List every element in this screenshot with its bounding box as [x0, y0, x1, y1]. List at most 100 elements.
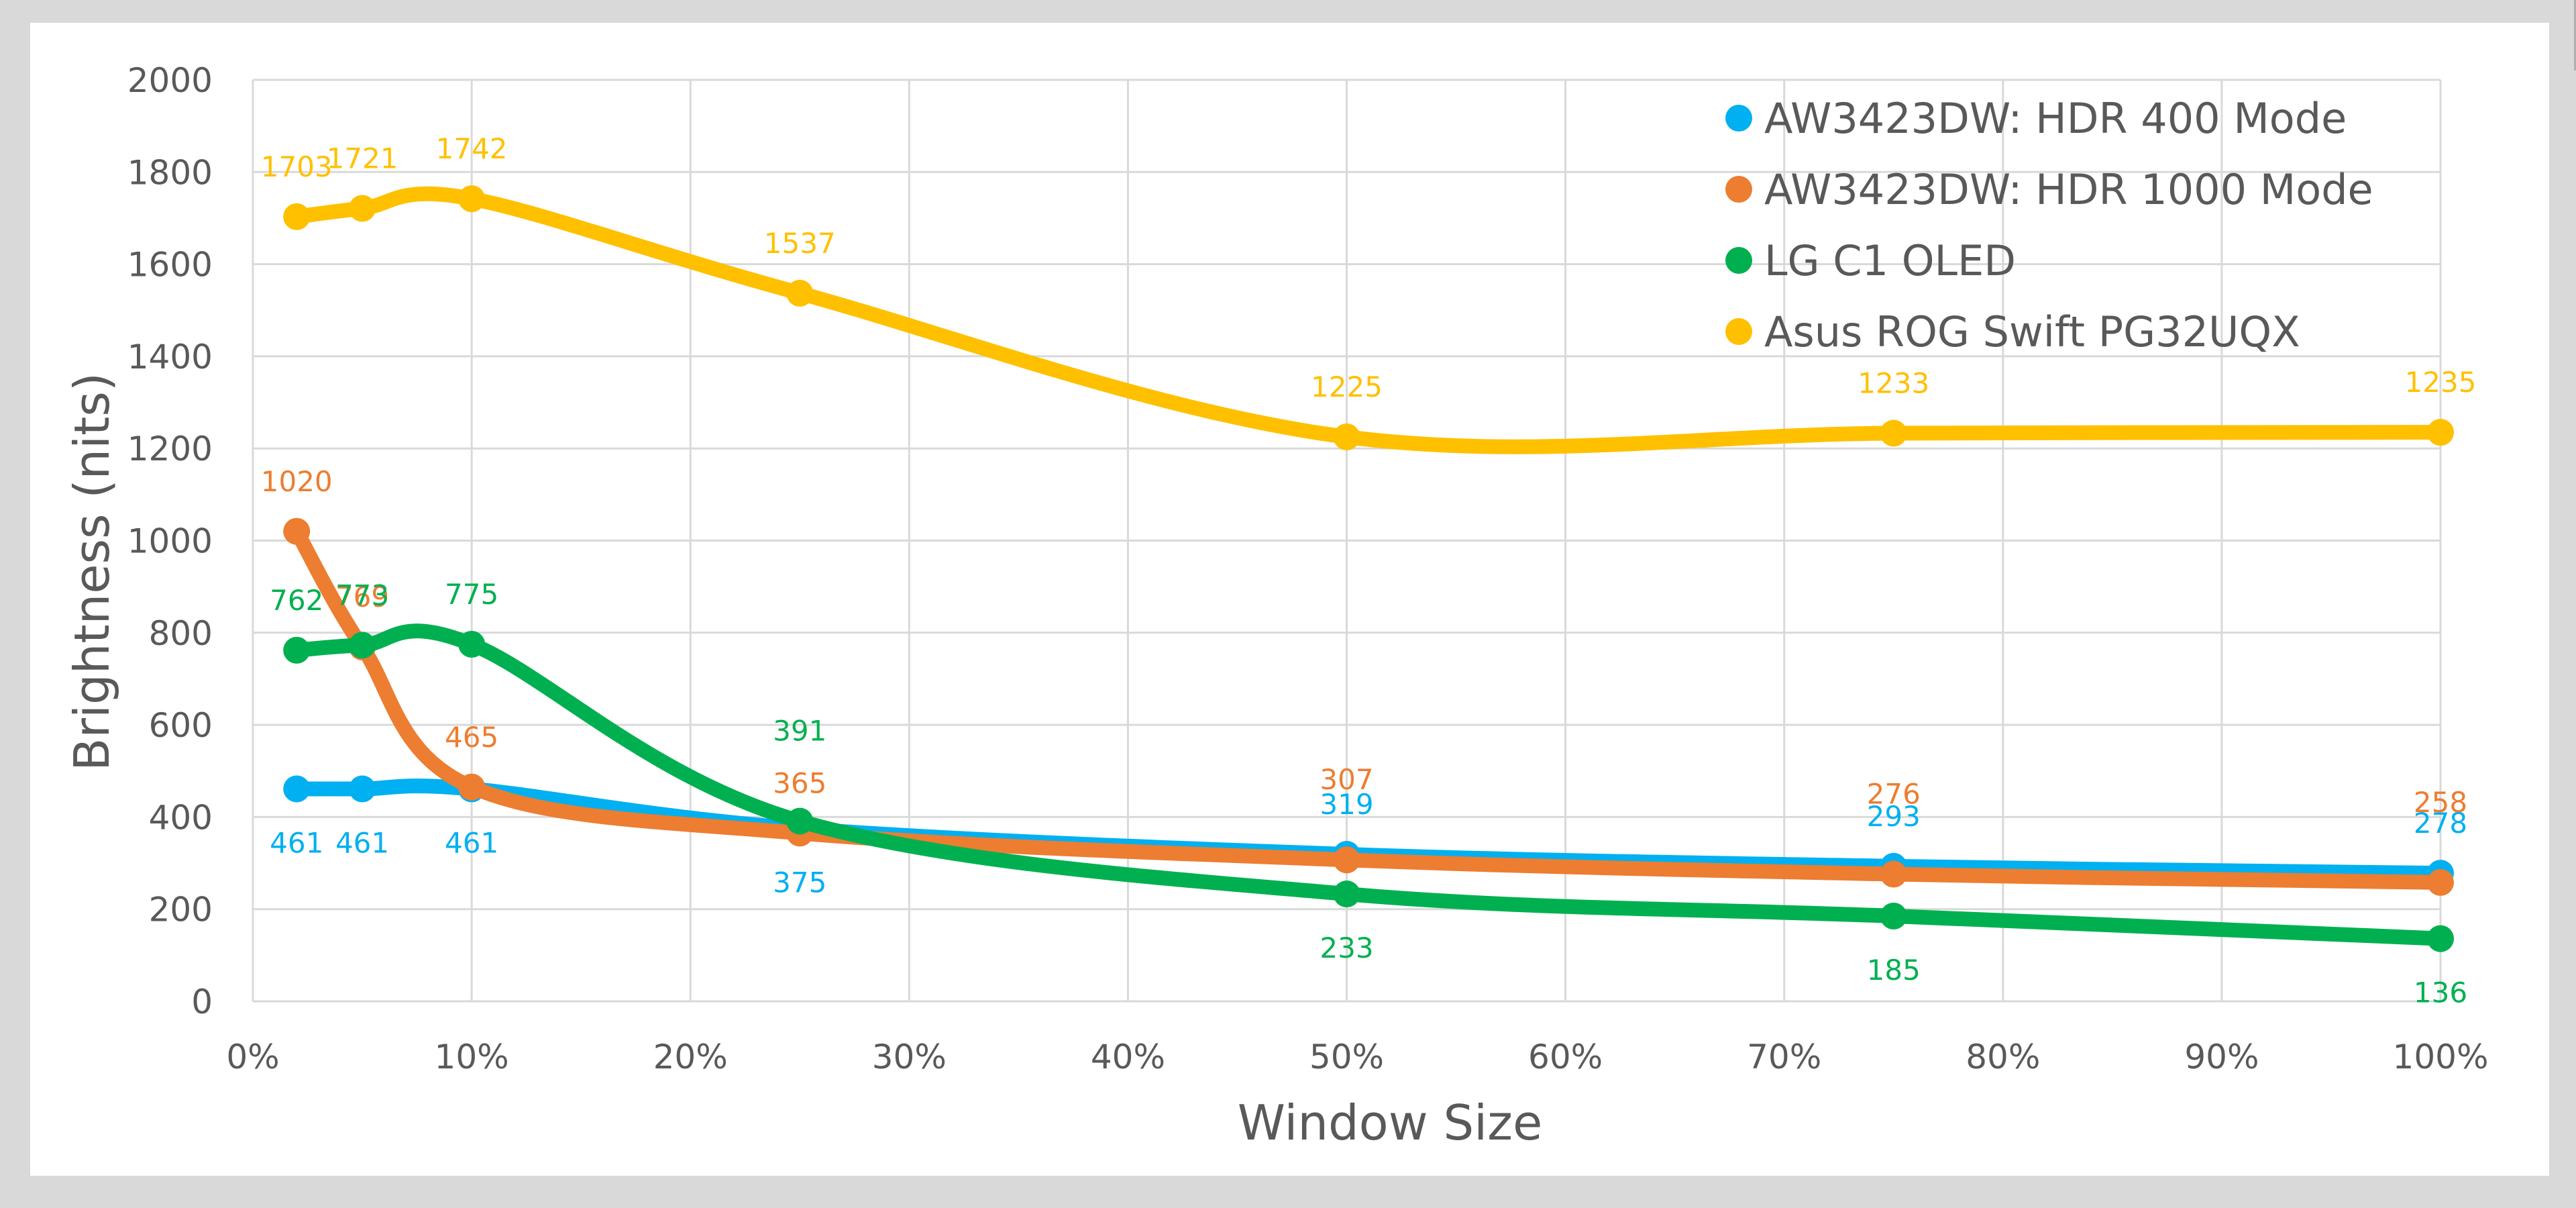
data-point: [458, 630, 486, 658]
data-point: [786, 279, 814, 307]
series-lines: [283, 185, 2454, 952]
y-tick-label: 400: [149, 798, 213, 837]
data-point: [458, 773, 486, 801]
data-point: [2427, 419, 2454, 446]
series-line: [289, 186, 2448, 454]
legend-marker-icon: [1725, 318, 1752, 345]
legend-label: Asus ROG Swift PG32UQX: [1764, 307, 2300, 356]
series-lg-c1-oled: [283, 623, 2454, 952]
legend-marker-icon: [1725, 247, 1752, 274]
data-label: 136: [2414, 976, 2467, 1009]
data-point: [349, 775, 376, 803]
data-point: [2427, 868, 2454, 896]
x-axis-title: Window Size: [1238, 1095, 1543, 1151]
data-label: 1721: [327, 142, 398, 175]
data-label: 1020: [261, 465, 333, 498]
y-tick-label: 1200: [127, 430, 213, 468]
x-tick-label: 0%: [226, 1038, 279, 1076]
x-tick-label: 100%: [2393, 1038, 2489, 1076]
y-axis-ticks: 0 200 400 600 800 1000 1200 1400 1600 1800 2000: [127, 61, 213, 1021]
y-tick-label: 1600: [127, 246, 213, 285]
data-labels: 461 461 461 375 319 293 278 1020 769 465 365 307 276…: [261, 132, 2477, 1009]
y-tick-label: 2000: [127, 61, 213, 100]
data-label: 293: [1867, 800, 1921, 833]
data-point: [1333, 880, 1360, 908]
data-label: 1225: [1311, 370, 1383, 403]
data-label: 375: [773, 866, 826, 899]
data-label: 775: [445, 578, 498, 611]
data-label: 465: [445, 721, 498, 754]
y-tick-label: 600: [149, 706, 213, 745]
data-point: [349, 632, 376, 659]
series-line: [289, 523, 2448, 890]
x-tick-label: 40%: [1091, 1038, 1165, 1076]
legend-marker-icon: [1725, 105, 1752, 132]
series-line: [289, 623, 2448, 946]
data-label: 1235: [2405, 366, 2477, 399]
y-tick-label: 0: [191, 983, 213, 1021]
data-point: [283, 636, 311, 664]
data-point: [1880, 860, 1907, 888]
legend-label: AW3423DW: HDR 1000 Mode: [1764, 165, 2373, 214]
data-label: 1742: [436, 132, 508, 165]
y-tick-label: 800: [149, 614, 213, 653]
legend: AW3423DW: HDR 400 Mode AW3423DW: HDR 1000…: [1725, 94, 2373, 356]
data-point: [1333, 423, 1360, 451]
x-tick-label: 70%: [1747, 1038, 1821, 1076]
data-label: 1537: [764, 227, 836, 260]
gridlines: [252, 79, 2442, 1003]
y-tick-label: 1400: [127, 338, 213, 376]
data-label: 278: [2414, 807, 2467, 840]
x-axis-ticks: 0% 10% 20% 30% 40% 50% 60% 70% 80% 90% 100%: [226, 1038, 2488, 1076]
data-point: [1333, 846, 1360, 874]
data-point: [2427, 925, 2454, 952]
data-point: [1880, 419, 1907, 447]
data-point: [283, 203, 311, 230]
data-label: 276: [1867, 778, 1921, 811]
legend-item: Asus ROG Swift PG32UQX: [1725, 307, 2300, 356]
legend-item: AW3423DW: HDR 1000 Mode: [1725, 165, 2373, 214]
data-point: [283, 517, 311, 545]
chart-card: [30, 23, 2549, 1176]
y-tick-label: 1000: [127, 522, 213, 561]
x-tick-label: 90%: [2184, 1038, 2259, 1076]
legend-item: LG C1 OLED: [1725, 236, 2016, 285]
y-tick-label: 1800: [127, 153, 213, 192]
legend-label: AW3423DW: HDR 400 Mode: [1764, 94, 2347, 143]
series-aw3423dw-hdr-1000-mode: [283, 517, 2454, 896]
window-edge: [2574, 0, 2576, 70]
data-label: 391: [773, 715, 826, 748]
x-tick-label: 50%: [1309, 1038, 1384, 1076]
data-point: [349, 195, 376, 222]
data-point: [283, 775, 311, 803]
data-label: 769: [335, 581, 389, 613]
x-tick-label: 10%: [435, 1038, 509, 1076]
data-point: [786, 807, 814, 835]
x-tick-label: 80%: [1966, 1038, 2040, 1076]
x-tick-label: 20%: [653, 1038, 728, 1076]
legend-marker-icon: [1725, 176, 1752, 203]
data-point: [458, 185, 486, 213]
y-tick-label: 200: [149, 891, 213, 929]
data-label: 461: [270, 827, 323, 860]
data-label: 233: [1320, 932, 1373, 964]
data-label: 461: [445, 827, 498, 860]
data-label: 185: [1867, 954, 1921, 987]
data-label: 1233: [1858, 367, 1929, 400]
data-label: 762: [270, 584, 323, 617]
data-label: 307: [1320, 763, 1373, 796]
legend-label: LG C1 OLED: [1764, 236, 2016, 285]
series-asus-rog-swift-pg32uqx: [283, 185, 2454, 454]
data-label: 258: [2414, 786, 2467, 819]
data-point: [1880, 902, 1907, 929]
data-label: 365: [773, 766, 826, 799]
data-label: 319: [1320, 788, 1373, 821]
x-tick-label: 60%: [1528, 1038, 1603, 1076]
data-label: 773: [335, 578, 389, 611]
x-tick-label: 30%: [872, 1038, 947, 1076]
data-label: 1703: [261, 150, 333, 183]
data-label: 461: [335, 827, 389, 860]
y-axis-title: Brightness (nits): [64, 372, 120, 771]
legend-item: AW3423DW: HDR 400 Mode: [1725, 94, 2347, 143]
